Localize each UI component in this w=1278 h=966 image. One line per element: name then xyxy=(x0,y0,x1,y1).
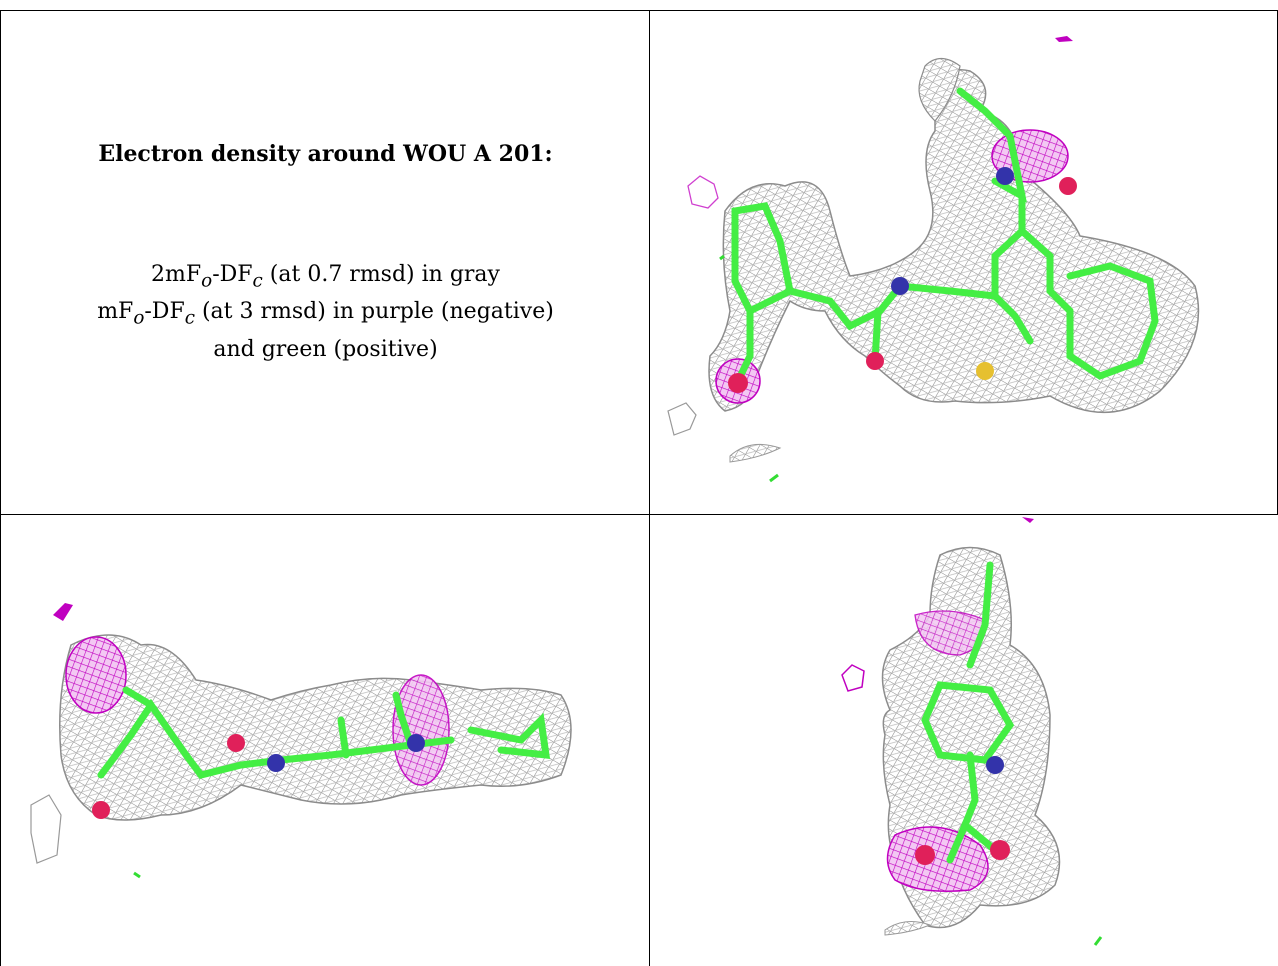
caption-legend: 2mFo-DFc (at 0.7 rmsd) in gray mFo-DFc (… xyxy=(1,259,650,365)
caption-title: Electron density around WOU A 201: xyxy=(98,141,553,167)
oxygen-atom xyxy=(728,373,748,393)
purple-density-blob xyxy=(1055,36,1073,42)
bottom-right-view xyxy=(650,515,1278,966)
table-center-border xyxy=(649,10,650,966)
ligand-sticks xyxy=(921,561,1015,864)
legend-term: -DF xyxy=(212,262,253,287)
gray-density-mesh xyxy=(59,634,572,821)
gray-density-mesh xyxy=(667,402,697,436)
green-density-blob xyxy=(769,473,779,483)
purple-density-blob xyxy=(886,826,989,892)
legend-description: (at 3 rmsd) in purple (negative) xyxy=(194,299,554,325)
gray-density-mesh xyxy=(708,69,1200,413)
nitrogen-atom xyxy=(267,754,285,772)
legend-line-2mfo-dfc: 2mFo-DFc (at 0.7 rmsd) in gray xyxy=(1,259,650,296)
gray-density-mesh xyxy=(30,794,62,864)
purple-density-blob xyxy=(1022,517,1034,523)
legend-subscript: c xyxy=(184,307,195,329)
oxygen-atom xyxy=(866,352,884,370)
oxygen-atom xyxy=(915,845,935,865)
oxygen-atom xyxy=(1059,177,1077,195)
purple-density-blob xyxy=(65,636,127,714)
purple-density-blob xyxy=(841,664,865,692)
legend-subscript: c xyxy=(252,270,263,292)
gray-density-mesh xyxy=(884,920,932,936)
nitrogen-atom xyxy=(986,756,1004,774)
oxygen-atom xyxy=(227,734,245,752)
top-right-view xyxy=(650,11,1277,514)
oxygen-atom xyxy=(92,801,110,819)
purple-density-blob xyxy=(53,603,73,621)
nitrogen-atom xyxy=(996,167,1014,185)
sulfur-atom xyxy=(976,362,994,380)
legend-term: 2mF xyxy=(151,262,202,287)
green-density-blob xyxy=(1093,936,1103,946)
green-density-blob xyxy=(719,254,725,261)
table-top-border xyxy=(0,10,1278,11)
density-map-view-3-icon xyxy=(841,517,1103,946)
caption-cell: Electron density around WOU A 201: 2mFo-… xyxy=(1,11,650,525)
gray-density-mesh xyxy=(918,57,961,122)
legend-subscript: o xyxy=(201,270,213,292)
bottom-left-view xyxy=(1,515,649,966)
purple-density-blob xyxy=(687,175,719,209)
legend-line-green: and green (positive) xyxy=(213,336,438,362)
legend-subscript: o xyxy=(133,307,145,329)
density-map-view-1-icon xyxy=(667,36,1200,483)
legend-line-mfo-dfc: mFo-DFc (at 3 rmsd) in purple (negative) xyxy=(1,296,650,333)
legend-description: (at 0.7 rmsd) in gray xyxy=(262,262,500,287)
table-middle-border xyxy=(0,514,1278,515)
legend-term: -DF xyxy=(144,299,185,325)
table-left-border xyxy=(0,10,1,966)
green-density-blob xyxy=(133,871,141,879)
oxygen-atom xyxy=(990,840,1010,860)
purple-density-blob xyxy=(392,674,450,786)
legend-term: mF xyxy=(97,299,134,325)
density-map-view-2-icon xyxy=(30,603,572,879)
nitrogen-atom xyxy=(407,734,425,752)
nitrogen-atom xyxy=(891,277,909,295)
gray-density-mesh xyxy=(729,443,782,463)
